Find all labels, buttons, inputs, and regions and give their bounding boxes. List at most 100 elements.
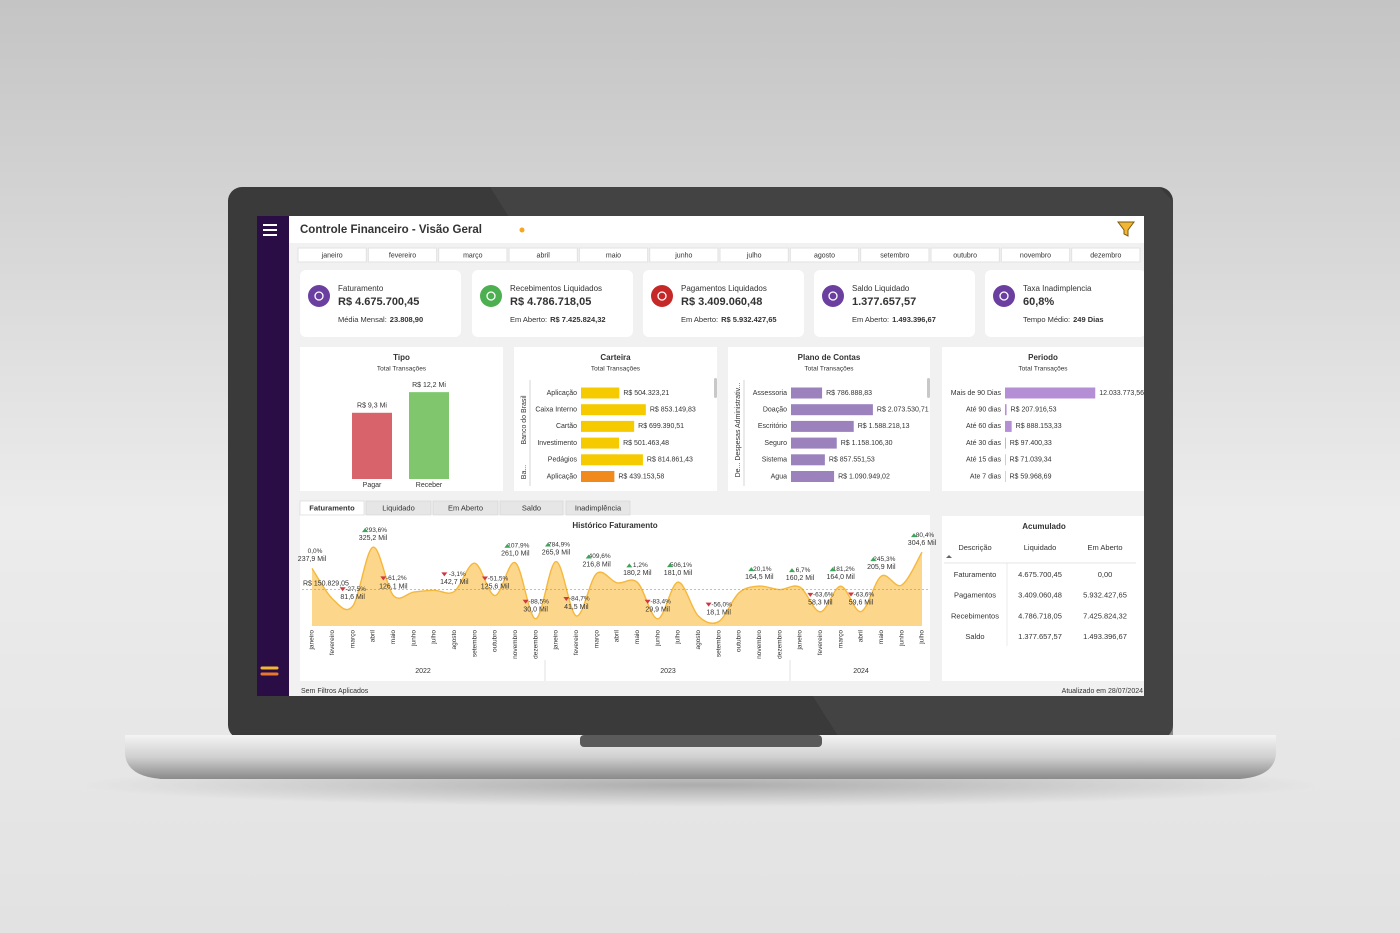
month-label: abril xyxy=(537,252,551,259)
month-label: outubro xyxy=(953,252,977,259)
bar xyxy=(791,437,837,449)
bar-category-label: Assessoria xyxy=(753,390,787,397)
x-tick-label: maio xyxy=(634,630,641,644)
dashboard: Controle Financeiro - Visão Geral janeir… xyxy=(257,216,1144,696)
point-change-label: -51,5% xyxy=(488,575,509,582)
bar xyxy=(1005,437,1006,449)
month-button[interactable] xyxy=(860,247,930,263)
sort-caret xyxy=(946,555,952,558)
x-tick-label: outubro xyxy=(736,630,743,652)
month-button[interactable] xyxy=(930,247,1000,263)
month-label: junho xyxy=(674,252,692,259)
bar-value-label: R$ 814.861,43 xyxy=(647,457,693,464)
point-change-label: 784,9% xyxy=(548,541,570,548)
point-value-label: 126,1 Mil xyxy=(379,583,408,590)
chart-title: Tipo xyxy=(393,353,410,362)
month-label: janeiro xyxy=(321,252,343,259)
header-bar xyxy=(289,216,1144,243)
kpi-value: 60,8% xyxy=(1023,296,1054,308)
kpi-icon-glyph xyxy=(828,291,838,301)
bar xyxy=(581,387,620,399)
kpi-icon-glyph xyxy=(314,291,324,301)
table-cell: 7.425.824,32 xyxy=(1083,611,1127,620)
kpi-value: R$ 4.786.718,05 xyxy=(510,296,591,308)
table-header: Liquidado xyxy=(1024,543,1057,552)
change-arrow xyxy=(362,528,368,533)
bar-category-label: Escritório xyxy=(758,423,787,430)
x-tick-label: julho xyxy=(919,630,926,645)
bar-value-label: R$ 857.551,53 xyxy=(829,457,875,464)
change-arrow xyxy=(563,596,570,601)
month-button[interactable] xyxy=(1000,247,1071,263)
kpi-sub-label: Tempo Médio: xyxy=(1023,315,1070,324)
kpi-icon xyxy=(651,285,673,307)
tab-label: Liquidado xyxy=(382,503,415,512)
laptop-base xyxy=(125,735,1276,779)
scrollbar[interactable] xyxy=(927,378,930,398)
tab[interactable] xyxy=(565,500,631,516)
x-tick-label: outubro xyxy=(492,630,499,652)
menu-icon[interactable] xyxy=(263,224,277,236)
x-tick-label: setembro xyxy=(471,630,478,657)
filter-icon[interactable] xyxy=(1117,221,1135,237)
point-value-label: 41,5 Mil xyxy=(564,604,589,611)
point-value-label: 237,9 Mil xyxy=(298,556,327,563)
kpi-icon xyxy=(480,285,502,307)
month-label: julho xyxy=(746,252,762,259)
point-value-label: 81,6 Mil xyxy=(340,594,365,601)
tab[interactable] xyxy=(299,500,365,516)
point-change-label: 107,9% xyxy=(507,542,529,549)
tab[interactable] xyxy=(499,500,564,516)
month-button[interactable] xyxy=(508,247,578,263)
reference-label: R$ 150.829,05 xyxy=(303,580,349,587)
month-label: fevereiro xyxy=(389,252,416,259)
x-tick-label: abril xyxy=(370,629,377,642)
bar-category-label: Ate 7 dias xyxy=(970,473,1002,480)
change-arrow xyxy=(807,592,814,597)
bar-value-label: R$ 1.090.949,02 xyxy=(838,473,890,480)
month-button[interactable] xyxy=(649,247,719,263)
point-value-label: 59,6 Mil xyxy=(849,599,874,606)
area-line xyxy=(311,546,923,625)
x-tick-label: janeiro xyxy=(309,630,316,651)
tab[interactable] xyxy=(365,500,432,516)
kpi-icon xyxy=(993,285,1015,307)
point-value-label: 216,8 Mil xyxy=(582,561,611,568)
x-tick-label: agosto xyxy=(695,630,702,650)
point-value-label: 160,2 Mil xyxy=(786,575,815,582)
x-tick-label: novembro xyxy=(512,630,519,659)
tab[interactable] xyxy=(432,500,499,516)
panel xyxy=(728,347,930,491)
point-value-label: 142,7 Mil xyxy=(440,579,469,586)
point-value-label: 265,9 Mil xyxy=(542,549,571,556)
month-button[interactable] xyxy=(297,247,367,263)
scrollbar[interactable] xyxy=(714,378,717,398)
year-label: 2022 xyxy=(415,668,431,675)
bar-value-label: R$ 9,3 Mi xyxy=(357,403,387,410)
month-button[interactable] xyxy=(578,247,649,263)
bar-category-label: Pagar xyxy=(363,482,382,489)
kpi-sub: Em Aberto: R$ 5.932.427,65 xyxy=(681,315,777,324)
bar-category-label: Cartão xyxy=(556,423,577,430)
kpi-label: Saldo Liquidado xyxy=(852,284,910,293)
bar-category-label: Seguro xyxy=(764,440,787,447)
month-button[interactable] xyxy=(789,247,860,263)
month-button[interactable] xyxy=(438,247,508,263)
kpi-sub-value: R$ 7.425.824,32 xyxy=(550,315,605,324)
bar-category-label: Caixa Interno xyxy=(535,407,577,414)
month-button[interactable] xyxy=(719,247,789,263)
point-value-label: 29,9 Mil xyxy=(645,607,670,614)
panel xyxy=(942,516,1144,681)
bar-category-label: Até 15 dias xyxy=(966,457,1002,464)
theme-light[interactable] xyxy=(519,227,525,233)
change-arrow xyxy=(504,543,511,548)
kpi-sub-value: 1.493.396,67 xyxy=(892,315,936,324)
point-change-label: -27,5% xyxy=(345,586,366,593)
change-arrow xyxy=(829,567,836,572)
kpi-sub: Em Aberto: 1.493.396,67 xyxy=(852,315,936,324)
month-button[interactable] xyxy=(1071,247,1141,263)
month-button[interactable] xyxy=(367,247,438,263)
point-change-label: -56,0% xyxy=(711,601,732,608)
x-tick-label: janeiro xyxy=(553,630,560,651)
